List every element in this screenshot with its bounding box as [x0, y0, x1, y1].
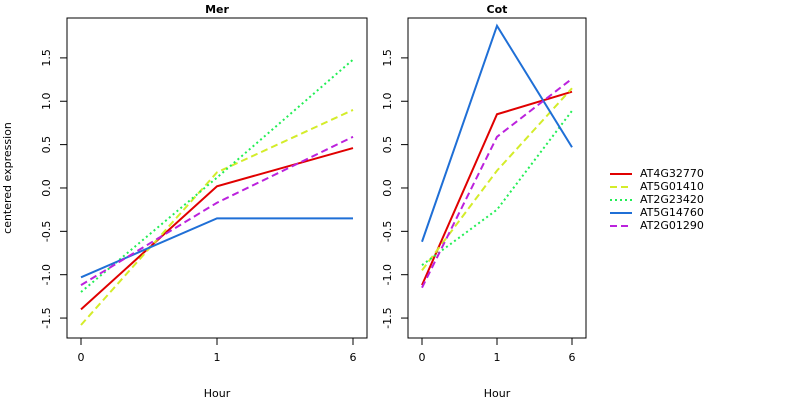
series-line	[80, 58, 354, 293]
y-tick-label: -0.5	[381, 221, 394, 242]
series-line	[80, 147, 354, 311]
x-tick-label: 6	[350, 351, 357, 364]
y-tick-label: -1.5	[40, 307, 53, 328]
series-line	[80, 109, 354, 326]
y-tick-label: 1.0	[381, 93, 394, 111]
y-tick-label: 1.5	[40, 49, 53, 67]
y-tick-label: 0.5	[381, 136, 394, 154]
y-tick-label: 0.0	[381, 179, 394, 197]
series-line	[80, 135, 354, 286]
y-tick-label: -1.0	[381, 264, 394, 285]
panel-title: Cot	[487, 3, 508, 16]
y-axis-label: centered expression	[1, 122, 14, 234]
series-line	[421, 90, 573, 286]
y-tick-label: 1.0	[40, 93, 53, 111]
legend-label: AT5G14760	[640, 206, 704, 219]
y-tick-label: -1.0	[40, 264, 53, 285]
y-tick-label: 1.5	[381, 49, 394, 67]
series-line	[421, 110, 573, 266]
x-tick-label: 1	[494, 351, 501, 364]
x-tick-label: 0	[419, 351, 426, 364]
x-axis-label: Hour	[484, 387, 511, 400]
series-line	[421, 23, 573, 243]
y-tick-label: 0.5	[40, 136, 53, 154]
legend-label: AT5G01410	[640, 180, 704, 193]
y-tick-label: -0.5	[40, 221, 53, 242]
panel-title: Mer	[205, 3, 229, 16]
plot-frame	[407, 17, 587, 339]
legend-label: AT2G23420	[640, 193, 704, 206]
x-axis-label: Hour	[204, 387, 231, 400]
series-line	[421, 77, 573, 289]
x-tick-label: 6	[569, 351, 576, 364]
x-tick-label: 1	[214, 351, 221, 364]
series-line	[421, 87, 573, 271]
x-tick-label: 0	[78, 351, 85, 364]
legend-label: AT2G01290	[640, 219, 704, 232]
y-tick-label: 0.0	[40, 179, 53, 197]
legend-label: AT4G32770	[640, 167, 704, 180]
series-line	[80, 217, 353, 279]
y-tick-label: -1.5	[381, 307, 394, 328]
